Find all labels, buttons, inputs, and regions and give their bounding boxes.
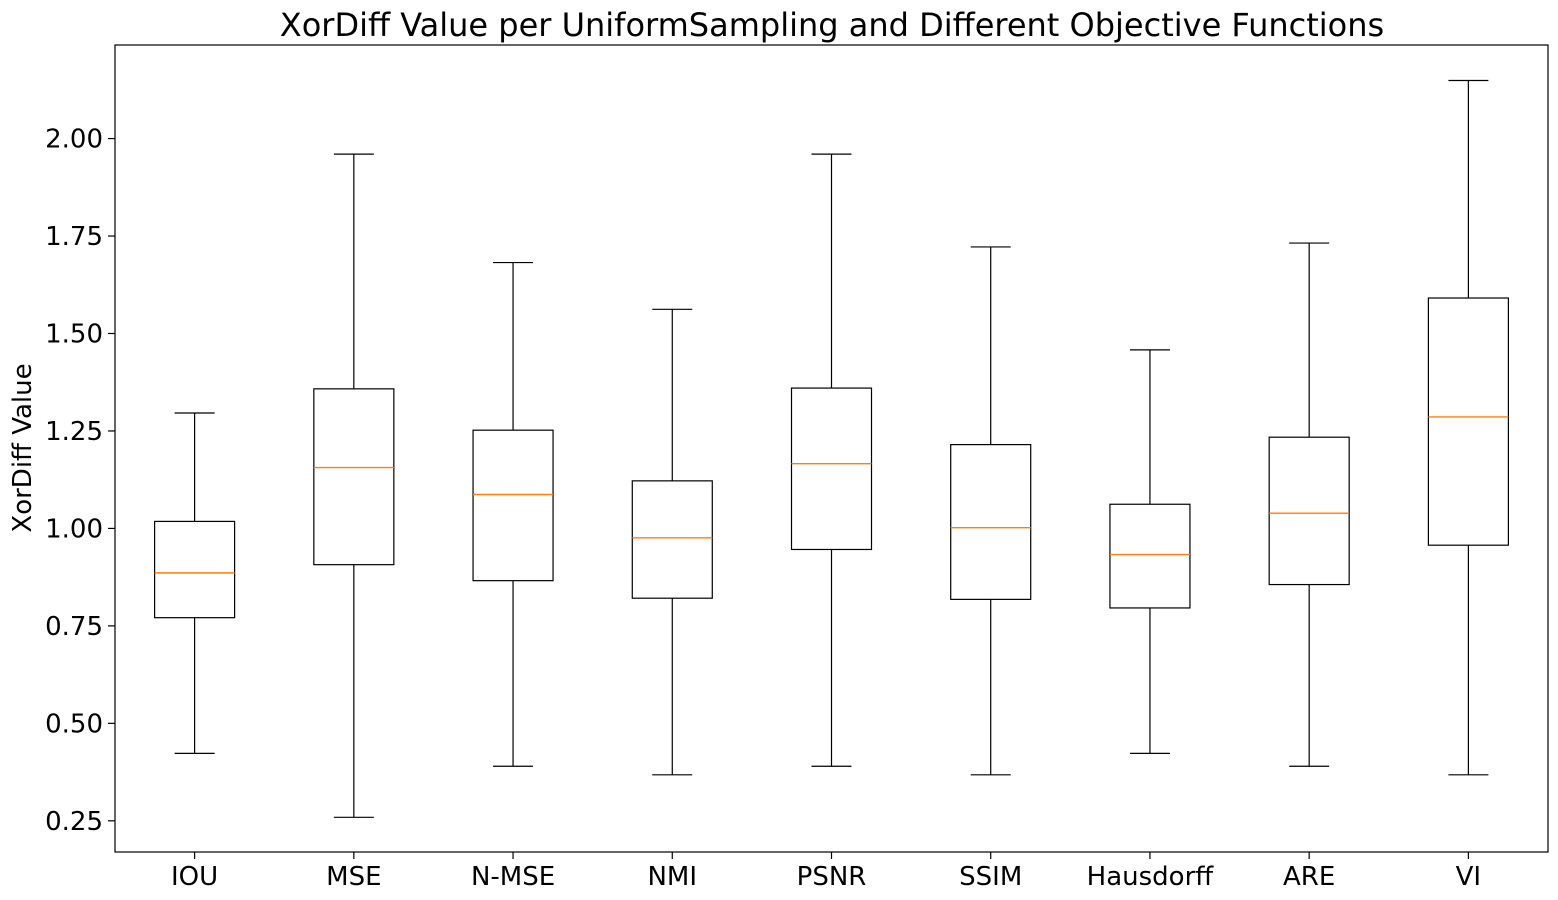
box-iqr [1427,297,1509,546]
y-tick-label: 0.25 [45,807,103,837]
y-tick-label: 2.00 [45,125,103,155]
x-tick-label: PSNR [797,862,867,892]
box-iqr [472,429,554,582]
y-tick-label: 0.50 [45,709,103,739]
y-tick-label: 1.25 [45,417,103,447]
box-iqr [154,520,236,619]
y-tick-label: 1.75 [45,222,103,252]
box-iqr [1268,436,1350,586]
x-tick-label: IOU [171,862,218,892]
x-tick-label: NMI [647,862,697,892]
chart-title: XorDiff Value per UniformSampling and Di… [280,6,1384,44]
x-tick-label: VI [1456,862,1481,892]
plot-area: 0.25 0.50 0.75 1.00 1.25 1.50 1.75 2.00 IOU MSE N-… [45,79,1509,892]
plot-frame [114,44,1549,853]
y-tick-label: 1.50 [45,319,103,349]
box-iqr [790,387,873,551]
x-tick-label: SSIM [959,862,1022,892]
y-tick-label: 0.75 [45,612,103,642]
x-tick-label: N-MSE [471,862,555,892]
box-iqr [950,444,1032,600]
y-tick-label: 1.00 [45,514,103,544]
box-iqr [631,480,713,599]
box-iqr [1109,503,1191,609]
x-tick-label: Hausdorff [1087,862,1215,892]
box-iqr [313,388,395,566]
x-tick-label: MSE [326,862,381,892]
y-axis-label: XorDiff Value [8,363,38,532]
x-tick-label: ARE [1283,862,1335,892]
